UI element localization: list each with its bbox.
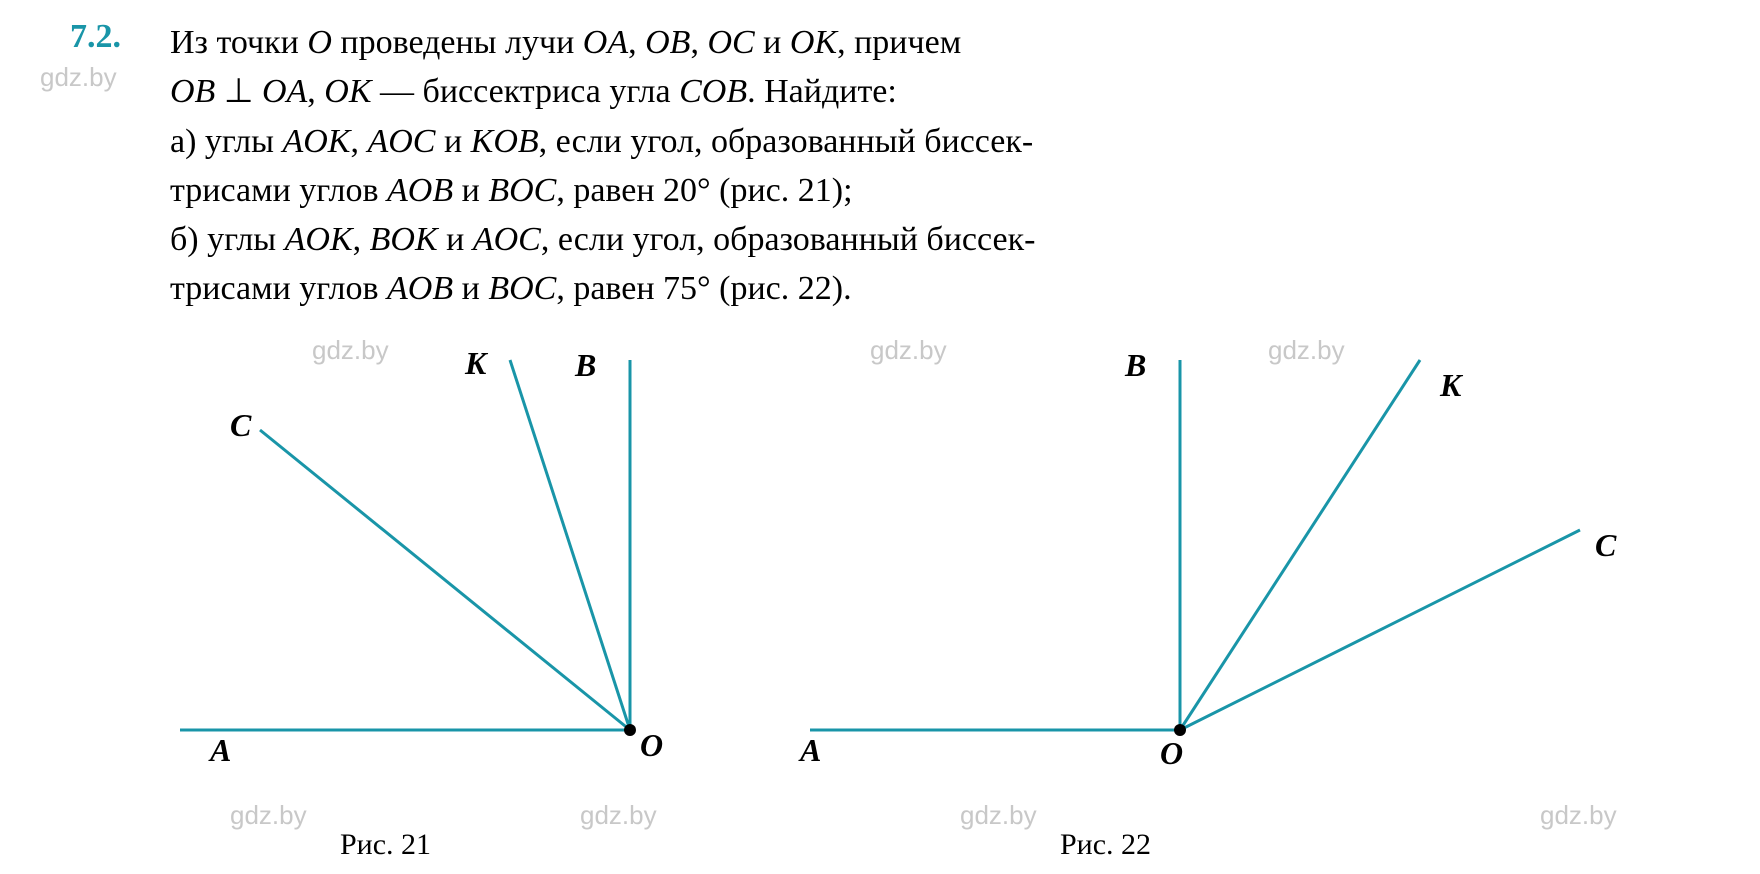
- c5: ,: [307, 73, 324, 110]
- b-BOC: BOC: [488, 270, 556, 307]
- b-prefix: б) углы: [170, 221, 285, 258]
- problem-text: Из точки O проведены лучи OA, OB, OC и O…: [170, 18, 1690, 314]
- figure-22: A B K C O: [790, 340, 1670, 800]
- c2: ,: [690, 24, 707, 61]
- var-COB: COB: [679, 73, 747, 110]
- watermark: gdz.by: [960, 800, 1037, 831]
- watermark: gdz.by: [1540, 800, 1617, 831]
- var-OK2: OK: [324, 73, 371, 110]
- ac5: , равен 20° (рис. 21);: [556, 172, 852, 209]
- label-C: C: [1595, 527, 1617, 563]
- figure-22-svg: A B K C O: [790, 340, 1670, 800]
- line1-pre: Из точки: [170, 24, 307, 61]
- figure-21: A B K C O: [160, 340, 720, 800]
- ray-OK: [1180, 360, 1420, 730]
- var-OA: OA: [583, 24, 628, 61]
- a-AOC: AOC: [367, 123, 435, 160]
- ray-OC: [260, 430, 630, 730]
- perp: ⊥: [215, 73, 262, 110]
- b-AOK: AOK: [285, 221, 353, 258]
- var-OK: OK: [790, 24, 837, 61]
- watermark: gdz.by: [230, 800, 307, 831]
- bc5: , равен 75° (рис. 22).: [556, 270, 851, 307]
- watermark: gdz.by: [580, 800, 657, 831]
- b-AOC: AOC: [473, 221, 541, 258]
- label-O: O: [1160, 735, 1183, 771]
- var-O: O: [307, 24, 332, 61]
- label-B: B: [1124, 347, 1146, 383]
- a-AOK: AOK: [282, 123, 350, 160]
- label-A: A: [208, 732, 231, 768]
- ac2: и: [435, 123, 470, 160]
- c3: и: [755, 24, 790, 61]
- figure-21-svg: A B K C O: [160, 340, 720, 800]
- label-K: K: [464, 345, 489, 381]
- var-OB2: OB: [170, 73, 215, 110]
- a-BOC: BOC: [488, 172, 556, 209]
- b-line2a: трисами углов: [170, 270, 387, 307]
- problem-number: 7.2.: [70, 18, 121, 56]
- a-AOB: AOB: [387, 172, 453, 209]
- watermark: gdz.by: [40, 62, 117, 93]
- label-O: O: [640, 727, 663, 763]
- label-C: C: [230, 407, 252, 443]
- a-KOB: KOB: [471, 123, 539, 160]
- point-O: [624, 724, 636, 736]
- tail1: . Найдите:: [747, 73, 897, 110]
- var-OC: OC: [707, 24, 754, 61]
- bc1: ,: [353, 221, 370, 258]
- bc4: и: [453, 270, 488, 307]
- line1-mid1: проведены лучи: [332, 24, 583, 61]
- label-K: K: [1439, 367, 1464, 403]
- label-A: A: [798, 732, 821, 768]
- ray-OC: [1180, 530, 1580, 730]
- figure-21-caption: Рис. 21: [340, 828, 431, 862]
- c1: ,: [628, 24, 645, 61]
- a-line2a: трисами углов: [170, 172, 387, 209]
- bc3: , если угол, образованный биссек-: [541, 221, 1036, 258]
- page-root: 7.2. Из точки O проведены лучи OA, OB, O…: [0, 0, 1760, 874]
- a-prefix: а) углы: [170, 123, 282, 160]
- ac3: , если угол, образованный биссек-: [539, 123, 1034, 160]
- ray-OK: [510, 360, 630, 730]
- var-OA2: OA: [262, 73, 307, 110]
- ac1: ,: [350, 123, 367, 160]
- c4: , причем: [837, 24, 961, 61]
- figure-22-caption: Рис. 22: [1060, 828, 1151, 862]
- bc2: и: [438, 221, 473, 258]
- label-B: B: [574, 347, 596, 383]
- b-BOK: BOK: [370, 221, 438, 258]
- dash: — биссектриса угла: [372, 73, 680, 110]
- var-OB: OB: [645, 24, 690, 61]
- b-AOB: AOB: [387, 270, 453, 307]
- ac4: и: [453, 172, 488, 209]
